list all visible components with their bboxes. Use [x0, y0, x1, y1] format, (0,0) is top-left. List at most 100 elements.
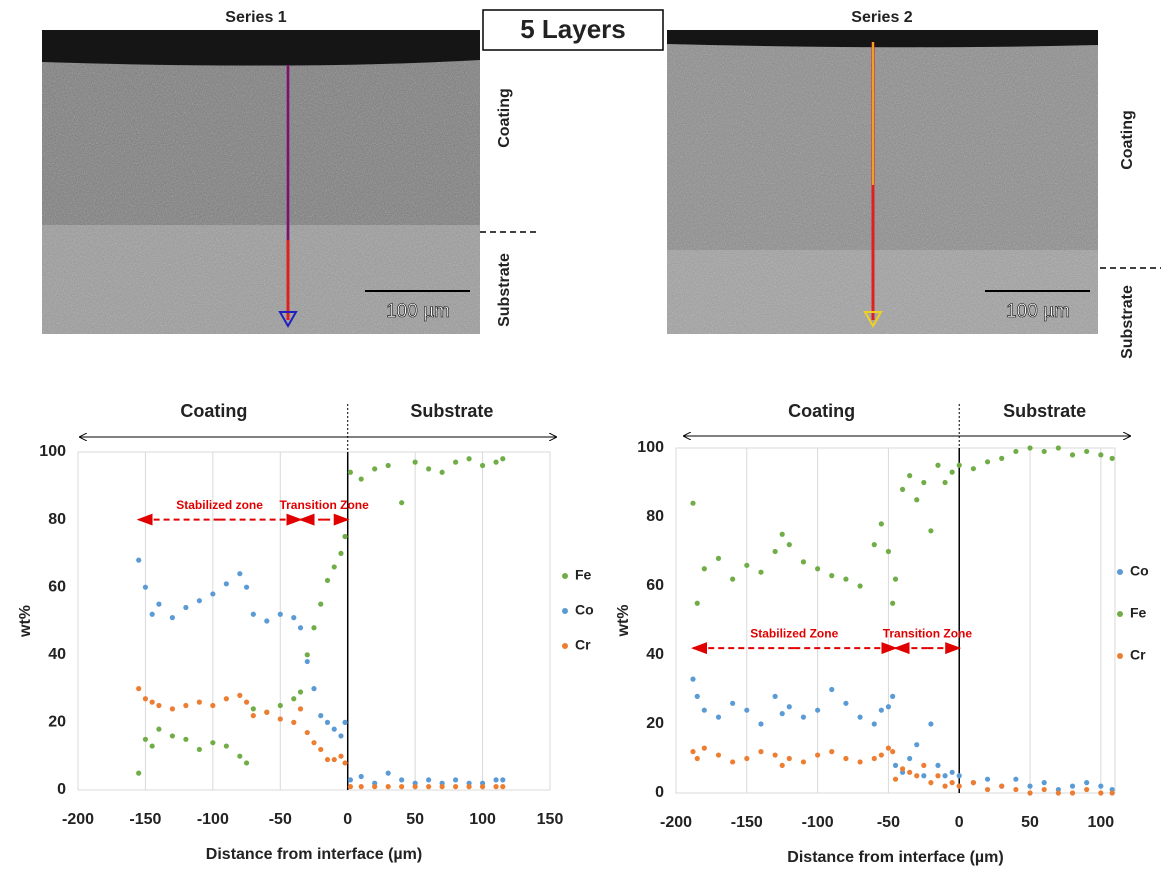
- region-label: Substrate: [410, 401, 493, 421]
- data-point: [304, 729, 310, 736]
- y-tick-label: 20: [646, 715, 664, 732]
- y-tick-label: 60: [646, 577, 664, 594]
- data-point: [210, 702, 216, 709]
- data-point: [479, 462, 486, 469]
- data-point: [358, 476, 364, 482]
- data-point: [291, 696, 297, 702]
- data-point: [786, 704, 792, 710]
- data-point: [956, 462, 962, 468]
- y-tick-label: 80: [646, 508, 664, 525]
- x-tick-label: 100: [469, 811, 496, 828]
- image-title: Series 1: [225, 9, 286, 26]
- zone-label: Transition Zone: [883, 626, 973, 640]
- legend-marker: [562, 573, 568, 579]
- data-point: [347, 469, 354, 475]
- data-point: [149, 611, 155, 617]
- data-point: [237, 753, 243, 759]
- data-point: [264, 709, 270, 715]
- data-point: [372, 784, 378, 790]
- region-label: Coating: [180, 401, 247, 421]
- x-tick-label: 0: [343, 811, 352, 828]
- data-point: [786, 755, 792, 762]
- data-point: [183, 702, 189, 709]
- figure-title: 5 Layers: [520, 14, 626, 44]
- data-point: [786, 542, 792, 548]
- data-point: [331, 564, 337, 570]
- data-point: [277, 702, 283, 709]
- data-point: [758, 721, 764, 727]
- y-tick-label: 40: [646, 646, 664, 663]
- data-point: [385, 784, 391, 790]
- data-point: [1084, 786, 1090, 793]
- data-point: [949, 469, 955, 475]
- data-point: [715, 714, 722, 720]
- x-tick-label: -150: [731, 814, 763, 831]
- x-axis-label: Distance from interface (µm): [787, 849, 1003, 866]
- data-point: [942, 783, 948, 789]
- data-point: [984, 776, 991, 782]
- data-point: [297, 689, 304, 695]
- data-point: [1069, 790, 1076, 796]
- data-point: [1109, 455, 1115, 461]
- legend-label: Cr: [575, 637, 591, 653]
- legend-label: Cr: [1130, 647, 1146, 663]
- data-point: [949, 769, 955, 775]
- x-tick-label: -200: [660, 814, 692, 831]
- data-point: [885, 548, 892, 555]
- data-point: [243, 699, 250, 705]
- data-point: [210, 740, 216, 746]
- y-axis-label: wt%: [17, 605, 34, 638]
- data-point: [183, 736, 189, 742]
- data-point: [1027, 790, 1033, 796]
- data-point: [885, 745, 892, 751]
- data-point: [949, 780, 955, 786]
- data-point: [493, 784, 499, 790]
- x-tick-label: 150: [537, 811, 564, 828]
- data-point: [694, 755, 700, 762]
- legend-label: Co: [575, 602, 594, 618]
- data-point: [142, 584, 149, 590]
- data-point: [921, 773, 927, 779]
- data-point: [342, 533, 348, 540]
- data-point: [347, 784, 354, 790]
- data-point: [772, 548, 778, 555]
- data-point: [878, 752, 884, 758]
- data-point: [297, 625, 304, 631]
- data-point: [183, 604, 189, 611]
- data-point: [196, 598, 202, 604]
- data-point: [899, 766, 906, 772]
- layer-label: Substrate: [496, 253, 513, 327]
- data-point: [758, 569, 764, 575]
- data-point: [412, 784, 418, 790]
- data-point: [338, 753, 344, 759]
- y-tick-label: 0: [57, 781, 66, 798]
- data-point: [999, 455, 1005, 461]
- data-point: [890, 600, 896, 606]
- data-point: [426, 466, 432, 472]
- data-point: [843, 576, 849, 582]
- data-point: [1041, 448, 1047, 455]
- data-point: [772, 752, 778, 758]
- data-point: [1027, 445, 1033, 451]
- legend-label: Fe: [1130, 605, 1147, 621]
- x-tick-label: 50: [406, 811, 424, 828]
- data-point: [385, 770, 391, 776]
- data-point: [136, 557, 142, 563]
- data-point: [372, 466, 378, 472]
- data-point: [956, 783, 962, 789]
- data-point: [942, 479, 948, 486]
- x-tick-label: -100: [802, 814, 834, 831]
- data-point: [277, 611, 283, 617]
- data-point: [779, 531, 785, 537]
- y-tick-label: 60: [48, 578, 66, 595]
- data-point: [800, 759, 807, 765]
- data-point: [277, 716, 283, 722]
- data-point: [871, 755, 877, 762]
- data-point: [223, 581, 229, 587]
- data-point: [243, 584, 250, 590]
- zone-label: Stabilized Zone: [750, 626, 838, 640]
- data-point: [744, 562, 750, 568]
- data-point: [914, 497, 920, 503]
- data-point: [892, 762, 899, 769]
